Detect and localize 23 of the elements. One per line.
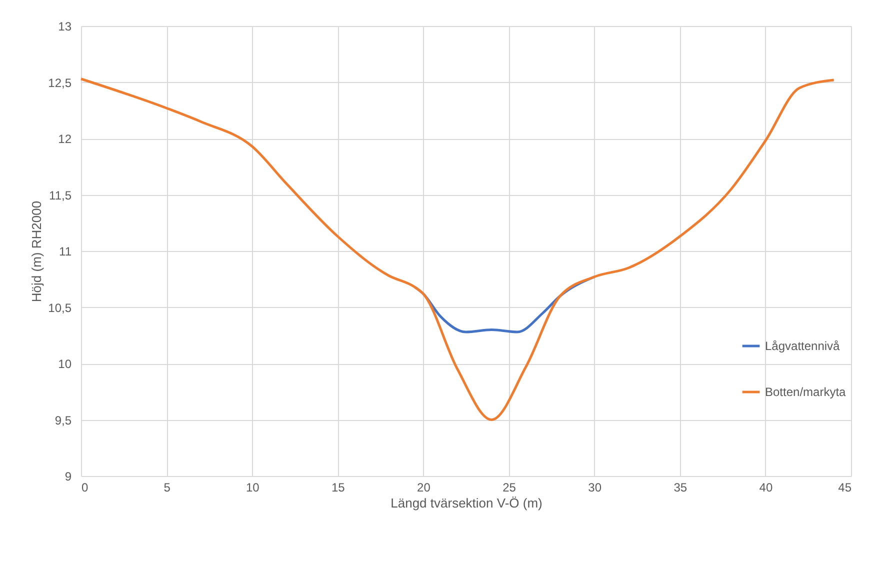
y-tick-label: 12 <box>58 132 72 146</box>
x-tick-label: 0 <box>82 480 88 494</box>
x-tick-label: 40 <box>759 480 773 494</box>
y-tick-label: 11,5 <box>49 188 72 202</box>
y-tick-label: 9,5 <box>54 413 72 428</box>
y-tick-label: 9 <box>64 470 72 484</box>
x-tick-label: 35 <box>674 480 688 494</box>
x-tick-label: 30 <box>588 480 602 494</box>
x-tick-label: 25 <box>502 480 516 494</box>
x-tick-label: 15 <box>331 480 346 494</box>
x-tick-label: 5 <box>164 480 171 494</box>
legend-label: Lågvattennivå <box>765 339 840 353</box>
x-tick-label: 10 <box>246 480 260 494</box>
y-tick-label: 12,5 <box>48 76 72 90</box>
y-tick-label: 10,5 <box>48 300 72 315</box>
y-tick-label: 10 <box>58 357 72 371</box>
y-tick-label: 13 <box>58 20 72 34</box>
x-tick-label: 45 <box>838 480 852 494</box>
y-tick-label: 11 <box>59 244 72 258</box>
y-axis-title: Höjd (m) RH2000 <box>29 200 44 302</box>
legend-label: Botten/markyta <box>765 385 846 399</box>
x-axis-title: Längd tvärsektion V-Ö (m) <box>390 496 542 510</box>
x-tick-label: 20 <box>417 480 431 494</box>
